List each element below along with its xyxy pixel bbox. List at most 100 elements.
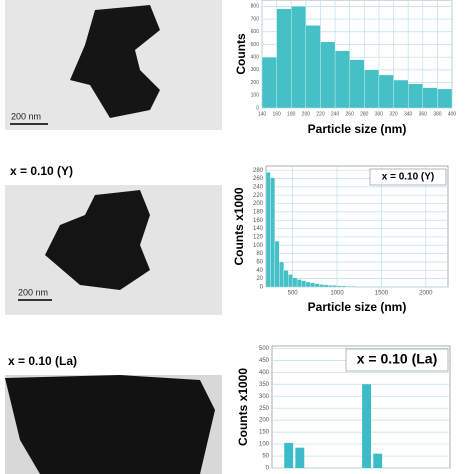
y-tick-label: 500 (259, 346, 270, 352)
x-tick-label: 280 (360, 111, 369, 117)
bar (362, 384, 372, 468)
y-tick-label: 180 (253, 209, 264, 215)
sample-label: x = 0.10 (Y) (10, 164, 73, 178)
y-tick-label: 800 (251, 4, 260, 10)
particle (70, 5, 160, 118)
bar (305, 25, 321, 109)
y-tick-label: 500 (251, 42, 260, 48)
x-tick-label: 320 (389, 111, 398, 117)
y-tick-label: 0 (260, 285, 264, 291)
bar (265, 172, 271, 288)
y-tick-label: 350 (259, 382, 270, 388)
y-tick-label: 300 (251, 67, 260, 73)
bar (334, 50, 350, 109)
bar (288, 274, 293, 288)
particle (5, 375, 215, 474)
bar (332, 285, 338, 288)
y-tick-label: 250 (259, 406, 270, 412)
x-tick-label: 400 (448, 111, 457, 117)
annotation-box (345, 348, 449, 372)
bar (437, 88, 453, 109)
bar (323, 284, 329, 288)
bar (305, 281, 311, 288)
x-axis-label: Particle size (nm) (308, 300, 407, 314)
y-tick-label: 280 (253, 168, 264, 174)
y-tick-label: 400 (259, 370, 270, 376)
y-tick-label: 120 (253, 235, 264, 241)
annotation-box (369, 168, 447, 186)
y-tick-label: 150 (259, 430, 270, 436)
bar (408, 83, 423, 109)
x-tick-label: 1500 (375, 291, 389, 297)
bar (336, 285, 342, 288)
sample-label: x = 0.10 (La) (8, 354, 77, 368)
y-tick-label: 40 (256, 268, 263, 274)
bar (274, 240, 280, 288)
y-tick-label: 260 (253, 176, 264, 182)
bar (295, 447, 305, 468)
x-tick-label: 160 (272, 111, 281, 117)
y-tick-label: 200 (259, 418, 270, 424)
bar (301, 280, 307, 288)
scale-text: 200 nm (18, 287, 48, 297)
bar (276, 8, 292, 109)
particle (45, 190, 150, 290)
y-tick-label: 450 (259, 358, 270, 364)
y-tick-label: 200 (251, 80, 260, 86)
y-tick-label: 240 (253, 184, 264, 190)
x-tick-label: 180 (287, 111, 296, 117)
bar (296, 279, 302, 288)
bar (314, 283, 320, 288)
bar (310, 282, 315, 288)
bar (261, 57, 277, 109)
y-axis-label: Counts x1000 (236, 368, 250, 446)
y-tick-label: 80 (256, 251, 263, 257)
y-tick-label: 140 (253, 226, 264, 232)
x-tick-label: 2000 (419, 291, 433, 297)
x-tick-label: 1000 (330, 291, 344, 297)
y-tick-label: 400 (251, 55, 260, 61)
label-box (5, 350, 95, 372)
y-tick-label: 100 (259, 442, 270, 448)
x-tick-label: 380 (433, 111, 442, 117)
y-axis-label: Counts x1000 (232, 187, 246, 265)
bar (364, 69, 380, 109)
bar (291, 6, 306, 109)
y-tick-label: 600 (251, 29, 260, 35)
bar (373, 453, 383, 468)
x-tick-label: 500 (288, 291, 299, 297)
y-tick-label: 220 (253, 193, 264, 199)
x-tick-label: 240 (331, 111, 340, 117)
y-axis-label: Counts (234, 33, 248, 75)
bar (341, 285, 347, 288)
y-tick-label: 200 (253, 201, 264, 207)
y-tick-label: 300 (259, 394, 270, 400)
y-tick-label: 50 (262, 454, 269, 460)
bar (378, 74, 394, 109)
x-tick-label: 220 (316, 111, 325, 117)
scale-text: 200 nm (11, 111, 41, 121)
y-tick-label: 100 (251, 93, 260, 99)
y-tick-label: 0 (266, 466, 270, 472)
x-axis-label: Particle size (nm) (308, 122, 407, 136)
annotation: x = 0.10 (Y) (382, 172, 435, 183)
bar (283, 270, 289, 288)
bar (327, 285, 333, 288)
y-tick-label: 160 (253, 218, 264, 224)
bar (393, 79, 409, 109)
bar (292, 277, 298, 288)
bar (422, 87, 438, 109)
y-tick-label: 60 (256, 260, 263, 266)
bar (320, 41, 336, 109)
y-tick-label: 0 (256, 105, 259, 111)
x-tick-label: 300 (375, 111, 384, 117)
x-tick-label: 200 (302, 111, 311, 117)
y-tick-label: 20 (256, 276, 263, 282)
x-tick-label: 140 (258, 111, 267, 117)
x-tick-label: 260 (346, 111, 355, 117)
bar (350, 286, 355, 288)
x-tick-label: 340 (404, 111, 413, 117)
bar (284, 442, 294, 468)
bar (319, 284, 324, 288)
annotation: x = 0.10 (La) (357, 351, 438, 367)
